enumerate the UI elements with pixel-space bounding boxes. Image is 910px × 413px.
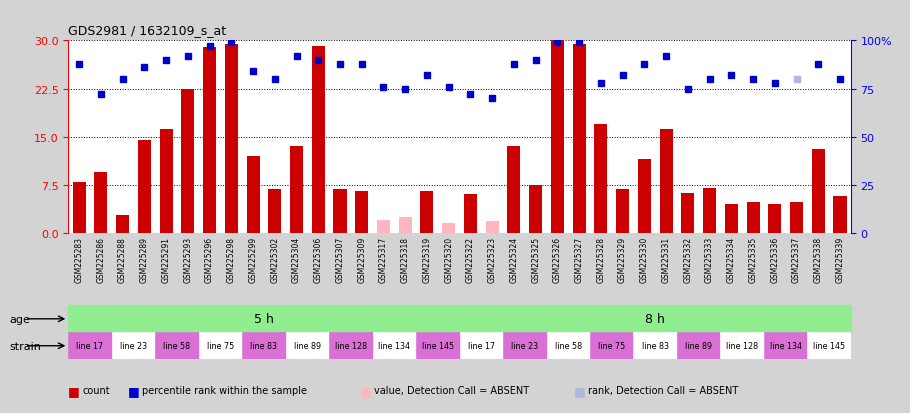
Bar (416, 332, 460, 359)
Bar (660, 130, 672, 233)
Bar (198, 332, 242, 359)
Bar (638, 160, 651, 233)
Text: line 83: line 83 (642, 342, 669, 350)
Bar (763, 332, 807, 359)
Bar (377, 221, 390, 233)
Bar (225, 45, 238, 233)
Bar (268, 190, 281, 233)
Text: line 23: line 23 (120, 342, 147, 350)
Text: line 89: line 89 (294, 342, 321, 350)
Text: line 58: line 58 (555, 342, 581, 350)
Text: line 89: line 89 (685, 342, 713, 350)
Bar (242, 332, 286, 359)
Text: rank, Detection Call = ABSENT: rank, Detection Call = ABSENT (588, 385, 739, 395)
Bar (460, 332, 503, 359)
Text: value, Detection Call = ABSENT: value, Detection Call = ABSENT (374, 385, 530, 395)
Bar (159, 130, 173, 233)
Bar (721, 332, 763, 359)
Bar (594, 125, 607, 233)
Bar (633, 332, 677, 359)
Text: line 134: line 134 (379, 342, 410, 350)
Bar (464, 195, 477, 233)
Bar (116, 216, 129, 233)
Bar (333, 190, 347, 233)
Bar (724, 204, 738, 233)
Bar (290, 147, 303, 233)
Text: 5 h: 5 h (254, 313, 274, 325)
Bar (73, 182, 86, 233)
Bar (703, 188, 716, 233)
Bar (547, 332, 590, 359)
Bar (551, 41, 564, 233)
Bar (442, 224, 455, 233)
Bar (590, 332, 633, 359)
Bar (420, 192, 433, 233)
Text: line 75: line 75 (207, 342, 234, 350)
Text: line 128: line 128 (726, 342, 758, 350)
Text: age: age (9, 314, 30, 324)
Text: count: count (83, 385, 110, 395)
Text: line 17: line 17 (468, 342, 495, 350)
Text: strain: strain (9, 341, 41, 351)
Text: line 145: line 145 (813, 342, 845, 350)
Text: line 145: line 145 (421, 342, 454, 350)
Bar (486, 222, 499, 233)
Text: ■: ■ (359, 384, 371, 397)
Bar (137, 140, 151, 233)
Bar (677, 332, 721, 359)
Text: ■: ■ (127, 384, 139, 397)
Bar (286, 332, 329, 359)
Bar (156, 332, 198, 359)
Bar (372, 332, 416, 359)
Bar (834, 196, 846, 233)
Text: line 17: line 17 (76, 342, 104, 350)
Text: line 75: line 75 (598, 342, 625, 350)
Text: line 83: line 83 (250, 342, 278, 350)
Bar (572, 45, 586, 233)
Bar (68, 306, 460, 332)
Bar (460, 306, 851, 332)
Bar (682, 194, 694, 233)
Text: line 58: line 58 (164, 342, 190, 350)
Text: ■: ■ (68, 384, 80, 397)
Bar (112, 332, 156, 359)
Bar (508, 147, 521, 233)
Bar (329, 332, 372, 359)
Bar (616, 190, 629, 233)
Text: line 23: line 23 (511, 342, 539, 350)
Bar (399, 217, 411, 233)
Bar (203, 47, 216, 233)
Text: line 134: line 134 (770, 342, 802, 350)
Bar (95, 173, 107, 233)
Bar (247, 157, 259, 233)
Bar (812, 150, 824, 233)
Bar (790, 203, 803, 233)
Bar (807, 332, 851, 359)
Bar (181, 89, 195, 233)
Text: ■: ■ (573, 384, 585, 397)
Text: 8 h: 8 h (645, 313, 665, 325)
Bar (355, 192, 369, 233)
Bar (503, 332, 547, 359)
Text: percentile rank within the sample: percentile rank within the sample (142, 385, 307, 395)
Bar (68, 332, 112, 359)
Bar (768, 204, 782, 233)
Text: GDS2981 / 1632109_s_at: GDS2981 / 1632109_s_at (68, 24, 227, 37)
Bar (746, 203, 760, 233)
Bar (529, 185, 542, 233)
Text: line 128: line 128 (335, 342, 367, 350)
Bar (312, 46, 325, 233)
